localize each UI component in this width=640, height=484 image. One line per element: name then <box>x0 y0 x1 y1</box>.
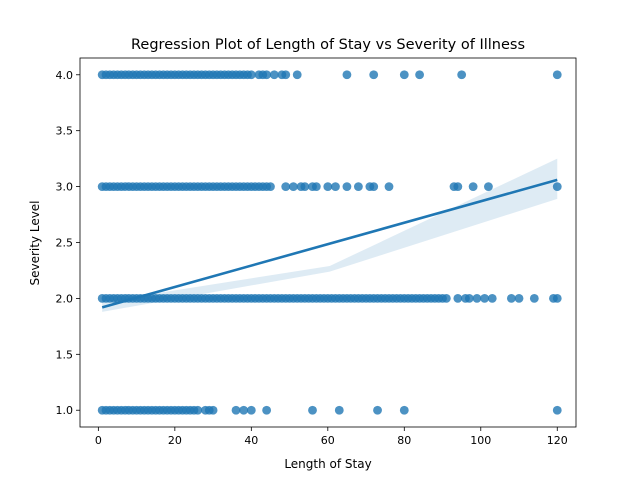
scatter-point <box>239 405 249 415</box>
scatter-point <box>323 182 333 191</box>
scatter-point <box>354 182 363 191</box>
scatter-point <box>262 70 272 80</box>
scatter-point <box>281 182 291 191</box>
scatter-point <box>552 182 562 191</box>
scatter-point <box>300 182 310 191</box>
scatter-point <box>193 405 203 415</box>
x-axis: 0 20 40 60 80 100 120 <box>95 427 568 447</box>
scatter-point <box>246 70 256 80</box>
regression-layer <box>101 158 558 312</box>
scatter-point <box>342 70 352 80</box>
confidence-band <box>102 158 558 312</box>
y-tick-label: 3.5 <box>56 125 74 138</box>
scatter-point <box>472 294 482 303</box>
scatter-point <box>464 294 474 303</box>
scatter-point <box>373 405 382 415</box>
x-tick-label: 40 <box>244 434 258 447</box>
scatter-point <box>415 70 424 80</box>
scatter-point <box>399 405 409 415</box>
scatter-point <box>308 405 317 415</box>
scatter-point <box>514 294 524 303</box>
scatter-point <box>369 70 379 80</box>
scatter-point <box>269 70 279 80</box>
scatter-point <box>246 405 256 415</box>
scatter-point <box>334 405 344 415</box>
scatter-point <box>529 294 539 303</box>
y-tick-label: 3.0 <box>56 181 74 194</box>
scatter-point <box>487 294 497 303</box>
scatter-point <box>266 182 275 191</box>
scatter-point <box>231 405 241 415</box>
x-axis-label: Length of Stay <box>284 457 371 471</box>
x-tick-label: 120 <box>547 434 568 447</box>
y-tick-label: 2.5 <box>56 237 74 250</box>
scatter-point <box>484 182 493 191</box>
scatter-point <box>480 294 489 303</box>
y-tick-label: 1.0 <box>56 404 74 417</box>
scatter-point <box>369 182 379 191</box>
x-tick-label: 100 <box>470 434 491 447</box>
scatter-point <box>292 70 302 80</box>
scatter-point <box>288 182 298 191</box>
scatter-point <box>457 70 467 80</box>
scatter-point <box>311 182 321 191</box>
scatter-point <box>208 405 218 415</box>
regression-line <box>101 178 558 309</box>
x-tick-label: 20 <box>168 434 182 447</box>
scatter-point <box>552 70 562 80</box>
y-tick-label: 4.0 <box>56 69 74 82</box>
x-tick-label: 80 <box>397 434 411 447</box>
scatter-point <box>506 294 516 303</box>
scatter-point <box>399 70 409 80</box>
scatter-point <box>281 70 291 80</box>
scatter-points <box>97 70 562 415</box>
scatter-point <box>331 182 340 191</box>
scatter-point <box>468 182 478 191</box>
scatter-point <box>342 182 352 191</box>
scatter-point <box>453 294 463 303</box>
scatter-point <box>552 294 562 303</box>
chart-title: Regression Plot of Length of Stay vs Sev… <box>131 37 525 53</box>
y-tick-label: 2.0 <box>56 292 74 305</box>
y-tick-label: 1.5 <box>56 348 74 361</box>
y-axis-label: Severity Level <box>28 200 42 285</box>
scatter-point <box>384 182 394 191</box>
y-axis: 1.0 1.5 2.0 2.5 3.0 3.5 4.0 <box>56 69 80 417</box>
x-tick-label: 60 <box>321 434 335 447</box>
scatter-point <box>441 294 451 303</box>
scatter-point <box>453 182 463 191</box>
scatter-point <box>552 405 562 415</box>
scatter-point <box>262 405 272 415</box>
x-tick-label: 0 <box>95 434 102 447</box>
